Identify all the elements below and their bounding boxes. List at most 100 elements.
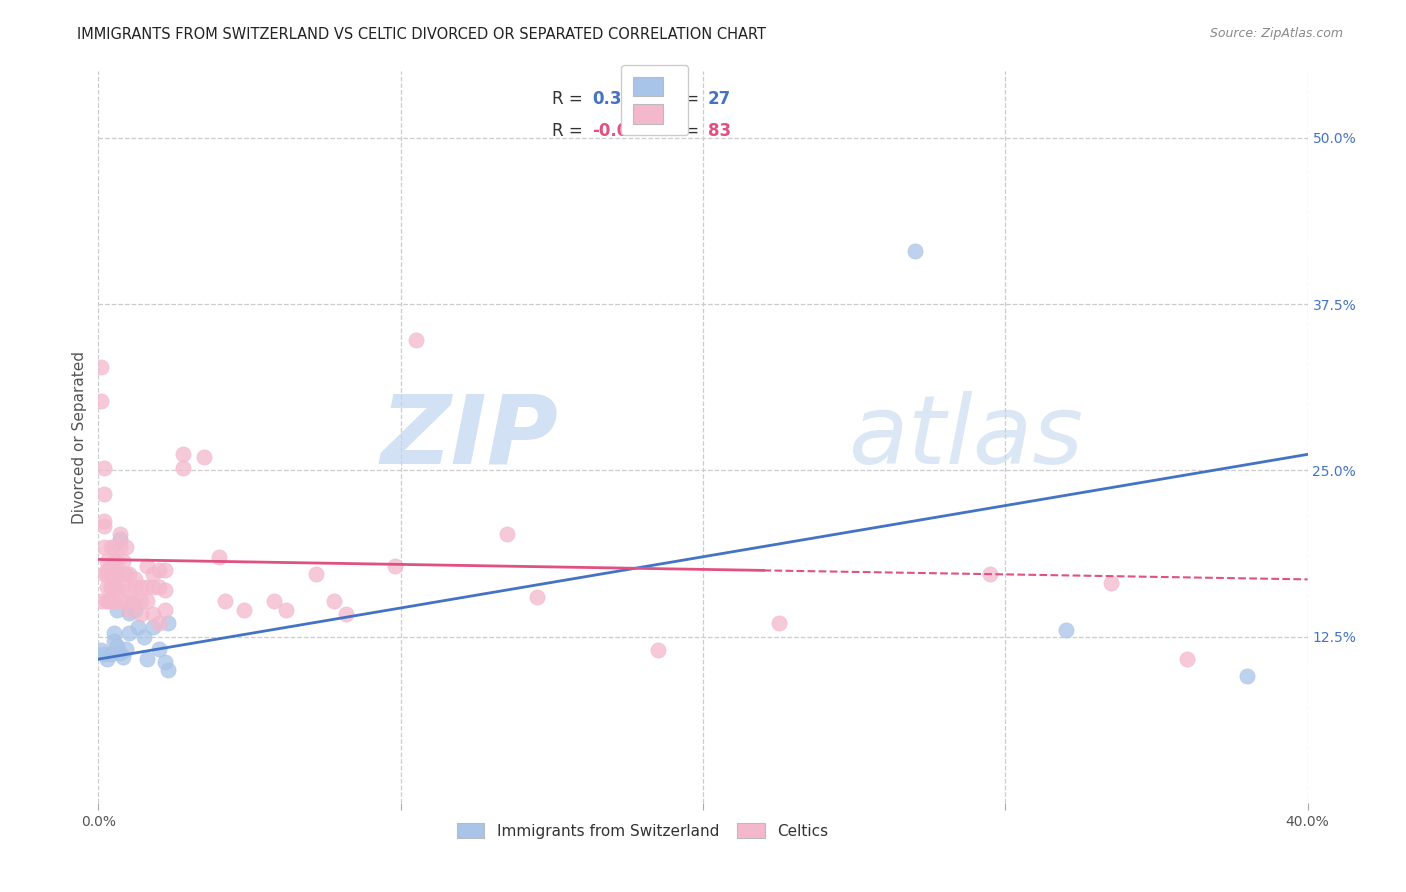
Point <box>124 593 146 607</box>
Point <box>103 554 125 568</box>
Point <box>405 333 427 347</box>
Point <box>153 563 176 577</box>
Text: R =: R = <box>551 121 588 140</box>
Point <box>979 567 1001 582</box>
Point <box>768 616 790 631</box>
Point <box>105 639 128 653</box>
Point <box>148 580 170 594</box>
Point <box>1175 652 1198 666</box>
Point <box>93 541 115 555</box>
Point <box>1054 623 1077 637</box>
Point <box>208 549 231 564</box>
Point <box>153 655 176 669</box>
Point <box>103 567 125 582</box>
Text: Source: ZipAtlas.com: Source: ZipAtlas.com <box>1209 27 1343 40</box>
Point <box>96 593 118 607</box>
Text: IMMIGRANTS FROM SWITZERLAND VS CELTIC DIVORCED OR SEPARATED CORRELATION CHART: IMMIGRANTS FROM SWITZERLAND VS CELTIC DI… <box>77 27 766 42</box>
Point <box>1099 576 1122 591</box>
Point <box>118 582 141 597</box>
Point <box>114 641 136 656</box>
Point <box>118 567 141 582</box>
Point <box>384 559 406 574</box>
Point <box>335 607 357 621</box>
Point <box>93 647 115 661</box>
Point <box>105 554 128 568</box>
Text: 0.372: 0.372 <box>592 90 644 108</box>
Text: R =: R = <box>551 90 588 108</box>
Point <box>103 625 125 640</box>
Text: 27: 27 <box>707 90 731 108</box>
Point <box>156 616 179 631</box>
Point <box>93 519 115 533</box>
Point <box>193 450 215 464</box>
Point <box>111 567 134 582</box>
Point <box>129 607 152 621</box>
Point <box>96 652 118 666</box>
Point <box>103 633 125 648</box>
Point <box>100 559 122 574</box>
Point <box>1236 669 1258 683</box>
Point <box>103 580 125 594</box>
Point <box>90 359 112 374</box>
Point <box>124 573 146 587</box>
Point <box>153 603 176 617</box>
Point <box>142 567 165 582</box>
Point <box>904 244 927 258</box>
Point <box>105 580 128 594</box>
Point <box>263 593 285 607</box>
Text: atlas: atlas <box>848 391 1083 483</box>
Point <box>108 527 131 541</box>
Point <box>103 576 125 591</box>
Point <box>127 620 149 634</box>
Point <box>135 652 157 666</box>
Text: N =: N = <box>657 90 704 108</box>
Point <box>111 554 134 568</box>
Point <box>114 567 136 582</box>
Point <box>114 541 136 555</box>
Point <box>148 563 170 577</box>
Point <box>108 646 131 660</box>
Point <box>323 593 346 607</box>
Point <box>118 606 141 620</box>
Point <box>100 567 122 582</box>
Point <box>142 580 165 594</box>
Point <box>93 487 115 501</box>
Point <box>305 567 328 582</box>
Point <box>108 541 131 555</box>
Point <box>135 559 157 574</box>
Point <box>647 643 669 657</box>
Point <box>105 567 128 582</box>
Text: -0.011: -0.011 <box>592 121 651 140</box>
Point <box>172 447 194 461</box>
Point <box>93 460 115 475</box>
Point <box>214 593 236 607</box>
Text: ZIP: ZIP <box>380 391 558 483</box>
Point <box>148 616 170 631</box>
Point <box>93 514 115 528</box>
Point <box>100 580 122 594</box>
Point <box>172 460 194 475</box>
Point <box>526 590 548 604</box>
Point <box>129 593 152 607</box>
Point <box>96 593 118 607</box>
Point <box>148 641 170 656</box>
Point <box>90 394 112 409</box>
Point <box>156 663 179 677</box>
Point <box>96 580 118 594</box>
Point <box>121 596 143 610</box>
Point <box>108 593 131 607</box>
Point <box>111 649 134 664</box>
Point <box>124 580 146 594</box>
Text: 83: 83 <box>707 121 731 140</box>
Point <box>103 541 125 555</box>
Point <box>118 625 141 640</box>
Point <box>274 603 297 617</box>
Point <box>118 603 141 617</box>
Point <box>142 607 165 621</box>
Point <box>103 593 125 607</box>
Text: N =: N = <box>657 121 704 140</box>
Point <box>100 541 122 555</box>
Point <box>153 582 176 597</box>
Point <box>142 620 165 634</box>
Point <box>90 593 112 607</box>
